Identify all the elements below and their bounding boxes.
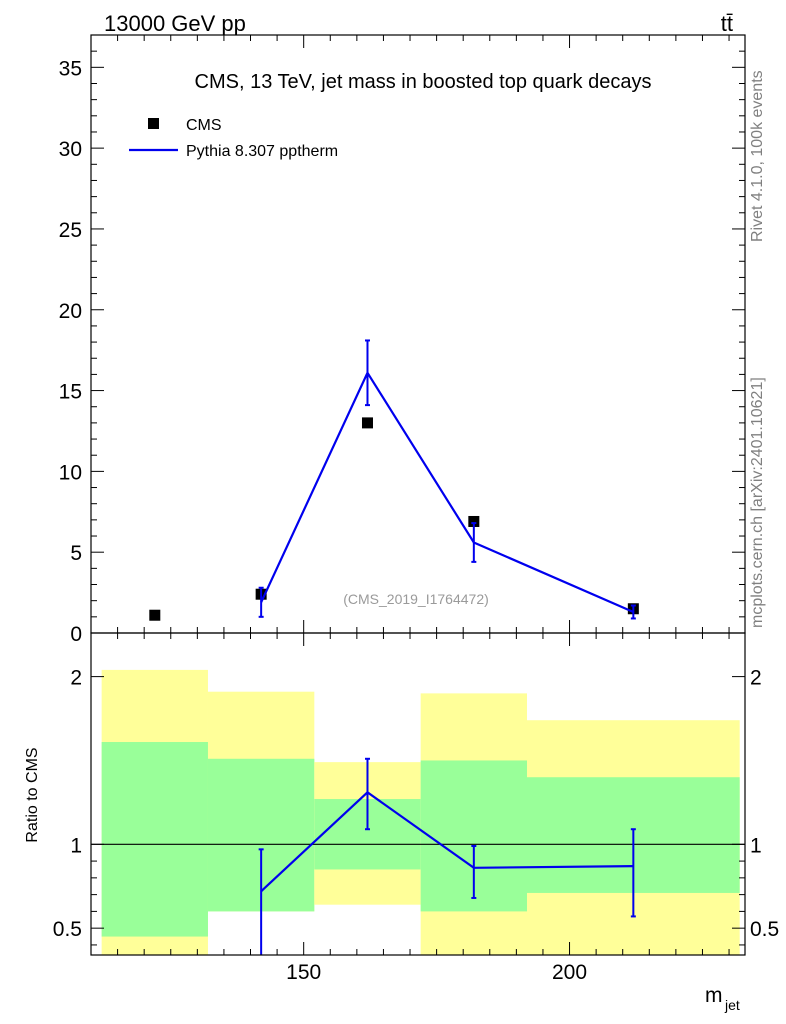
ratio-line xyxy=(260,790,634,893)
main-y-tick-labels: 0 5 10 15 20 25 30 35 xyxy=(59,57,82,646)
ratio-y-tick-label: 0.5 xyxy=(53,918,82,941)
ratio-series-layer xyxy=(258,757,636,955)
x-axis-label-subscript: jet xyxy=(724,997,740,1013)
ratio-y-tick-label-right: 1 xyxy=(750,834,762,857)
mcplots-label: mcplots.cern.ch [arXiv:2401.10621] xyxy=(749,377,766,628)
cms-data-point xyxy=(468,515,480,527)
ratio-y-axis-label: Ratio to CMS xyxy=(24,747,41,842)
x-tick-label: 200 xyxy=(552,961,587,984)
header-process-label: tt̄ xyxy=(721,11,733,36)
legend-cms-label: CMS xyxy=(186,117,222,134)
main-y-tick-label: 10 xyxy=(59,461,82,484)
x-axis-label-main: m xyxy=(705,984,723,1007)
ratio-y-tick-label: 2 xyxy=(70,667,82,690)
main-y-tick-label: 35 xyxy=(59,57,82,80)
main-y-tick-label: 0 xyxy=(70,623,82,646)
main-y-tick-label: 30 xyxy=(59,138,82,161)
legend-pythia-label: Pythia 8.307 pptherm xyxy=(186,143,338,160)
x-tick-label: 150 xyxy=(286,961,321,984)
ratio-plot-panel: 0.5 0.5 1 1 2 2 150 200 Ratio to CMS m jet xyxy=(24,632,779,1013)
x-axis-label: m jet xyxy=(705,984,740,1013)
header-energy-label: 13000 GeV pp xyxy=(104,11,246,36)
rivet-version-label: Rivet 4.1.0, 100k events xyxy=(749,70,766,242)
ratio-y-tick-label-right: 0.5 xyxy=(750,918,779,941)
legend-cms-marker xyxy=(148,118,159,129)
legend: CMS Pythia 8.307 pptherm xyxy=(129,117,338,160)
ratio-green-band xyxy=(101,742,208,937)
ratio-y-tick-label: 1 xyxy=(70,834,82,857)
x-tick-labels: 150 200 xyxy=(286,961,587,984)
pythia-line xyxy=(260,370,634,613)
plot-title: CMS, 13 TeV, jet mass in boosted top qua… xyxy=(195,71,652,93)
ratio-y-tick-label-right: 2 xyxy=(750,667,762,690)
analysis-watermark: (CMS_2019_I1764472) xyxy=(343,591,489,607)
cms-data-point xyxy=(361,417,373,429)
main-y-tick-label: 15 xyxy=(59,381,82,404)
main-y-tick-label: 20 xyxy=(59,300,82,323)
cms-data-point xyxy=(149,609,161,621)
main-series-layer xyxy=(149,339,639,621)
main-plot-panel: 0 5 10 15 20 25 30 35 CMS, 13 TeV, jet mass in … xyxy=(59,34,746,646)
main-y-tick-label: 25 xyxy=(59,219,82,242)
ratio-uncertainty-bands xyxy=(101,669,740,955)
ratio-plot-frame xyxy=(90,632,746,956)
ratio-y-tick-labels: 0.5 0.5 1 1 2 2 xyxy=(53,667,779,942)
main-y-tick-label: 5 xyxy=(70,542,82,565)
